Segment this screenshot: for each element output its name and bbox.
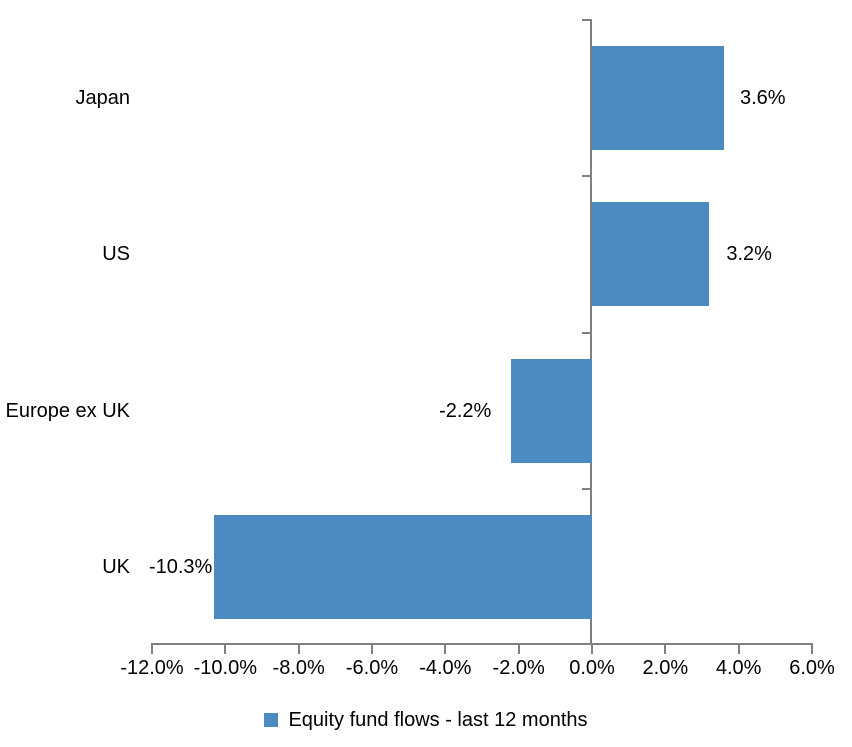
bar-europe-ex-uk xyxy=(511,358,592,463)
x-tick-label-5: -2.0% xyxy=(492,657,545,679)
x-tick-7 xyxy=(664,643,667,654)
x-tick-2 xyxy=(297,643,300,654)
x-tick-label-3: -6.0% xyxy=(345,657,399,679)
legend-swatch-icon xyxy=(264,713,279,727)
category-boundary-tick-us xyxy=(582,175,590,178)
value-label-japan: 3.6% xyxy=(740,87,786,110)
bar-us xyxy=(592,202,710,307)
x-tick-5 xyxy=(517,643,520,654)
x-tick-label-6: 0.0% xyxy=(569,657,615,679)
x-tick-label-1: -10.0% xyxy=(193,657,258,679)
x-tick-8 xyxy=(737,643,740,654)
x-tick-label-9: 6.0% xyxy=(789,657,835,679)
x-tick-3 xyxy=(371,643,373,654)
category-boundary-tick-japan xyxy=(582,19,590,21)
category-label-japan: Japan xyxy=(75,87,131,110)
x-tick-label-8: 4.0% xyxy=(715,657,762,679)
category-label-us: US xyxy=(102,243,130,266)
bar-japan xyxy=(592,46,724,151)
category-label-uk: UK xyxy=(102,555,130,578)
zero-axis-line xyxy=(590,19,592,645)
value-label-europe-ex-uk: -2.2% xyxy=(439,399,492,422)
x-tick-label-7: 2.0% xyxy=(642,657,689,679)
x-axis-line xyxy=(151,643,813,645)
category-boundary-tick-uk xyxy=(582,487,590,490)
category-boundary-tick-europe-ex-uk xyxy=(582,331,590,334)
x-tick-label-4: -4.0% xyxy=(419,657,472,679)
x-tick-label-2: -8.0% xyxy=(272,657,325,679)
value-label-uk: -10.3% xyxy=(148,555,213,578)
bar-uk xyxy=(214,514,592,619)
legend-label: Equity fund flows - last 12 months xyxy=(288,708,588,731)
legend: Equity fund flows - last 12 months xyxy=(0,707,852,733)
x-tick-4 xyxy=(444,643,447,654)
x-tick-1 xyxy=(224,643,227,654)
x-tick-label-0: -12.0% xyxy=(120,657,184,679)
x-tick-9 xyxy=(811,643,813,654)
category-label-europe-ex-uk: Europe ex UK xyxy=(5,399,130,422)
value-label-us: 3.2% xyxy=(726,243,772,266)
x-tick-6 xyxy=(591,643,593,654)
x-tick-0 xyxy=(151,643,153,654)
